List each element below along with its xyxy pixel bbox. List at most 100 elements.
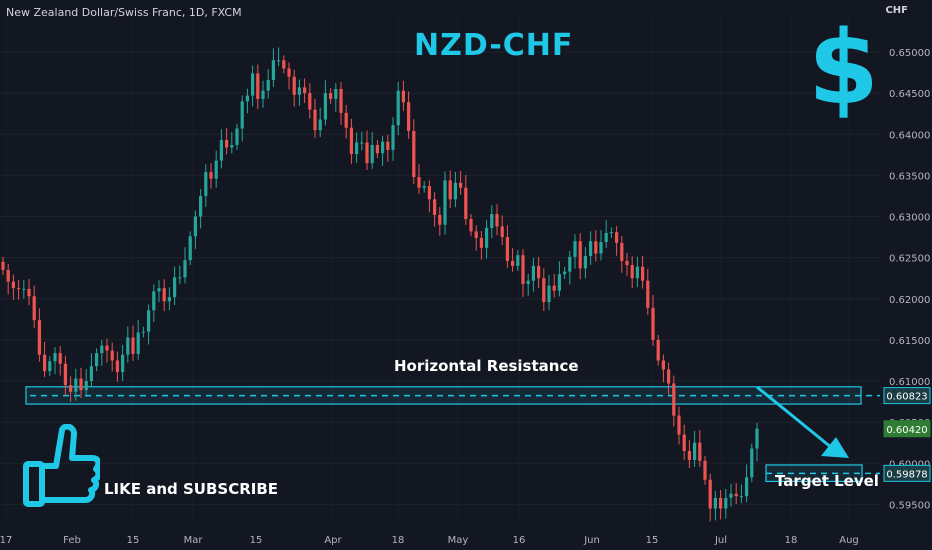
candle-down: [718, 497, 723, 509]
candle-up: [204, 172, 208, 196]
candle-down: [698, 442, 702, 461]
candle-down: [594, 241, 598, 254]
candle-up: [609, 232, 614, 234]
candle-down: [16, 288, 21, 290]
candle-up: [526, 280, 530, 284]
candle-down: [339, 89, 343, 113]
candle-down: [500, 226, 504, 238]
candle-up: [557, 274, 562, 291]
candle-up: [100, 345, 104, 354]
candle-down: [432, 199, 437, 215]
candle-down: [63, 363, 68, 386]
candle-up: [724, 497, 728, 509]
candle-down: [406, 102, 411, 131]
candle-down: [510, 260, 515, 266]
candle-down: [256, 73, 260, 99]
candle-up: [490, 214, 494, 229]
currency-label: CHF: [885, 5, 908, 16]
candle-down: [302, 87, 307, 94]
candle-down: [687, 450, 692, 461]
candle-up: [198, 195, 203, 217]
candle-up: [547, 285, 551, 303]
candle-up: [136, 332, 140, 354]
y-tick-label: 0.62000: [889, 295, 930, 306]
candle-down: [209, 172, 213, 179]
candle-up: [22, 288, 26, 290]
candle-down: [365, 142, 369, 164]
candle-up: [84, 381, 88, 391]
candle-up: [141, 331, 146, 333]
candle-up: [354, 142, 359, 155]
resistance-zone: [25, 386, 862, 405]
candle-up: [692, 442, 697, 461]
x-tick-label: 16: [513, 535, 526, 546]
candle-up: [146, 310, 151, 332]
candle-down: [552, 285, 556, 291]
annotation-zones: [25, 386, 880, 483]
symbol-header: New Zealand Dollar/Swiss Franc, 1D, FXCM: [6, 6, 242, 19]
candle-up: [230, 144, 234, 148]
candle-down: [479, 237, 484, 248]
candle-down: [344, 112, 348, 128]
chart-grid: [0, 15, 880, 525]
candle-up: [562, 271, 567, 275]
candle-down: [661, 360, 666, 370]
candle-down: [521, 255, 525, 284]
candle-up: [276, 60, 281, 62]
candle-up: [635, 266, 640, 279]
candle-down: [287, 68, 291, 77]
candle-up: [380, 141, 385, 154]
target-label: Target Level: [775, 472, 879, 490]
candle-up: [48, 361, 52, 372]
candle-down: [79, 378, 83, 391]
x-tick-label: 15: [250, 535, 263, 546]
price-label-text: 0.60420: [886, 425, 927, 436]
candle-down: [458, 182, 463, 188]
candle-down: [417, 177, 421, 188]
candle-down: [646, 280, 650, 308]
candle-up: [167, 297, 172, 302]
projection-arrow-head: [821, 437, 849, 458]
candle-up: [250, 73, 255, 96]
x-tick-label: 15: [646, 535, 659, 546]
candle-up: [531, 265, 536, 281]
candle-down: [313, 109, 317, 131]
candle-up: [94, 353, 99, 367]
candle-up: [599, 242, 603, 254]
x-tick-label: Apr: [324, 535, 342, 546]
candle-down: [672, 383, 676, 416]
candle-down: [42, 354, 47, 372]
candle-down: [708, 479, 712, 509]
x-tick-label: Mar: [184, 535, 204, 546]
candle-up: [568, 256, 572, 272]
candle-down: [620, 242, 624, 261]
candle-down: [427, 186, 432, 200]
price-label-box: [883, 387, 931, 405]
candle-down: [115, 360, 120, 372]
candle-down: [495, 214, 499, 227]
x-tick-label: 18: [785, 535, 798, 546]
candle-down: [625, 260, 629, 266]
candle-down: [401, 90, 406, 103]
annotations: [756, 385, 849, 458]
candle-up: [172, 277, 177, 298]
candle-down: [1, 261, 5, 270]
candle-down: [677, 415, 681, 435]
candle-up: [214, 160, 218, 179]
candle-up: [334, 89, 338, 99]
candle-down: [640, 266, 645, 281]
candle-down: [349, 127, 354, 155]
candle-down: [11, 281, 16, 289]
candle-up: [713, 497, 718, 509]
candle-up: [152, 291, 156, 311]
candle-up: [219, 140, 224, 161]
candle-up: [178, 277, 182, 279]
candle-up: [391, 125, 395, 150]
candle-down: [474, 231, 478, 238]
price-label-text: 0.60823: [886, 392, 927, 403]
x-tick-label: 18: [392, 535, 405, 546]
like-subscribe-text: LIKE and SUBSCRIBE: [104, 480, 279, 498]
candles: [1, 47, 759, 522]
candle-down: [282, 60, 286, 69]
